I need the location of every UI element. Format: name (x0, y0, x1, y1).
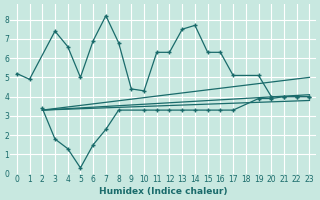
X-axis label: Humidex (Indice chaleur): Humidex (Indice chaleur) (99, 187, 228, 196)
